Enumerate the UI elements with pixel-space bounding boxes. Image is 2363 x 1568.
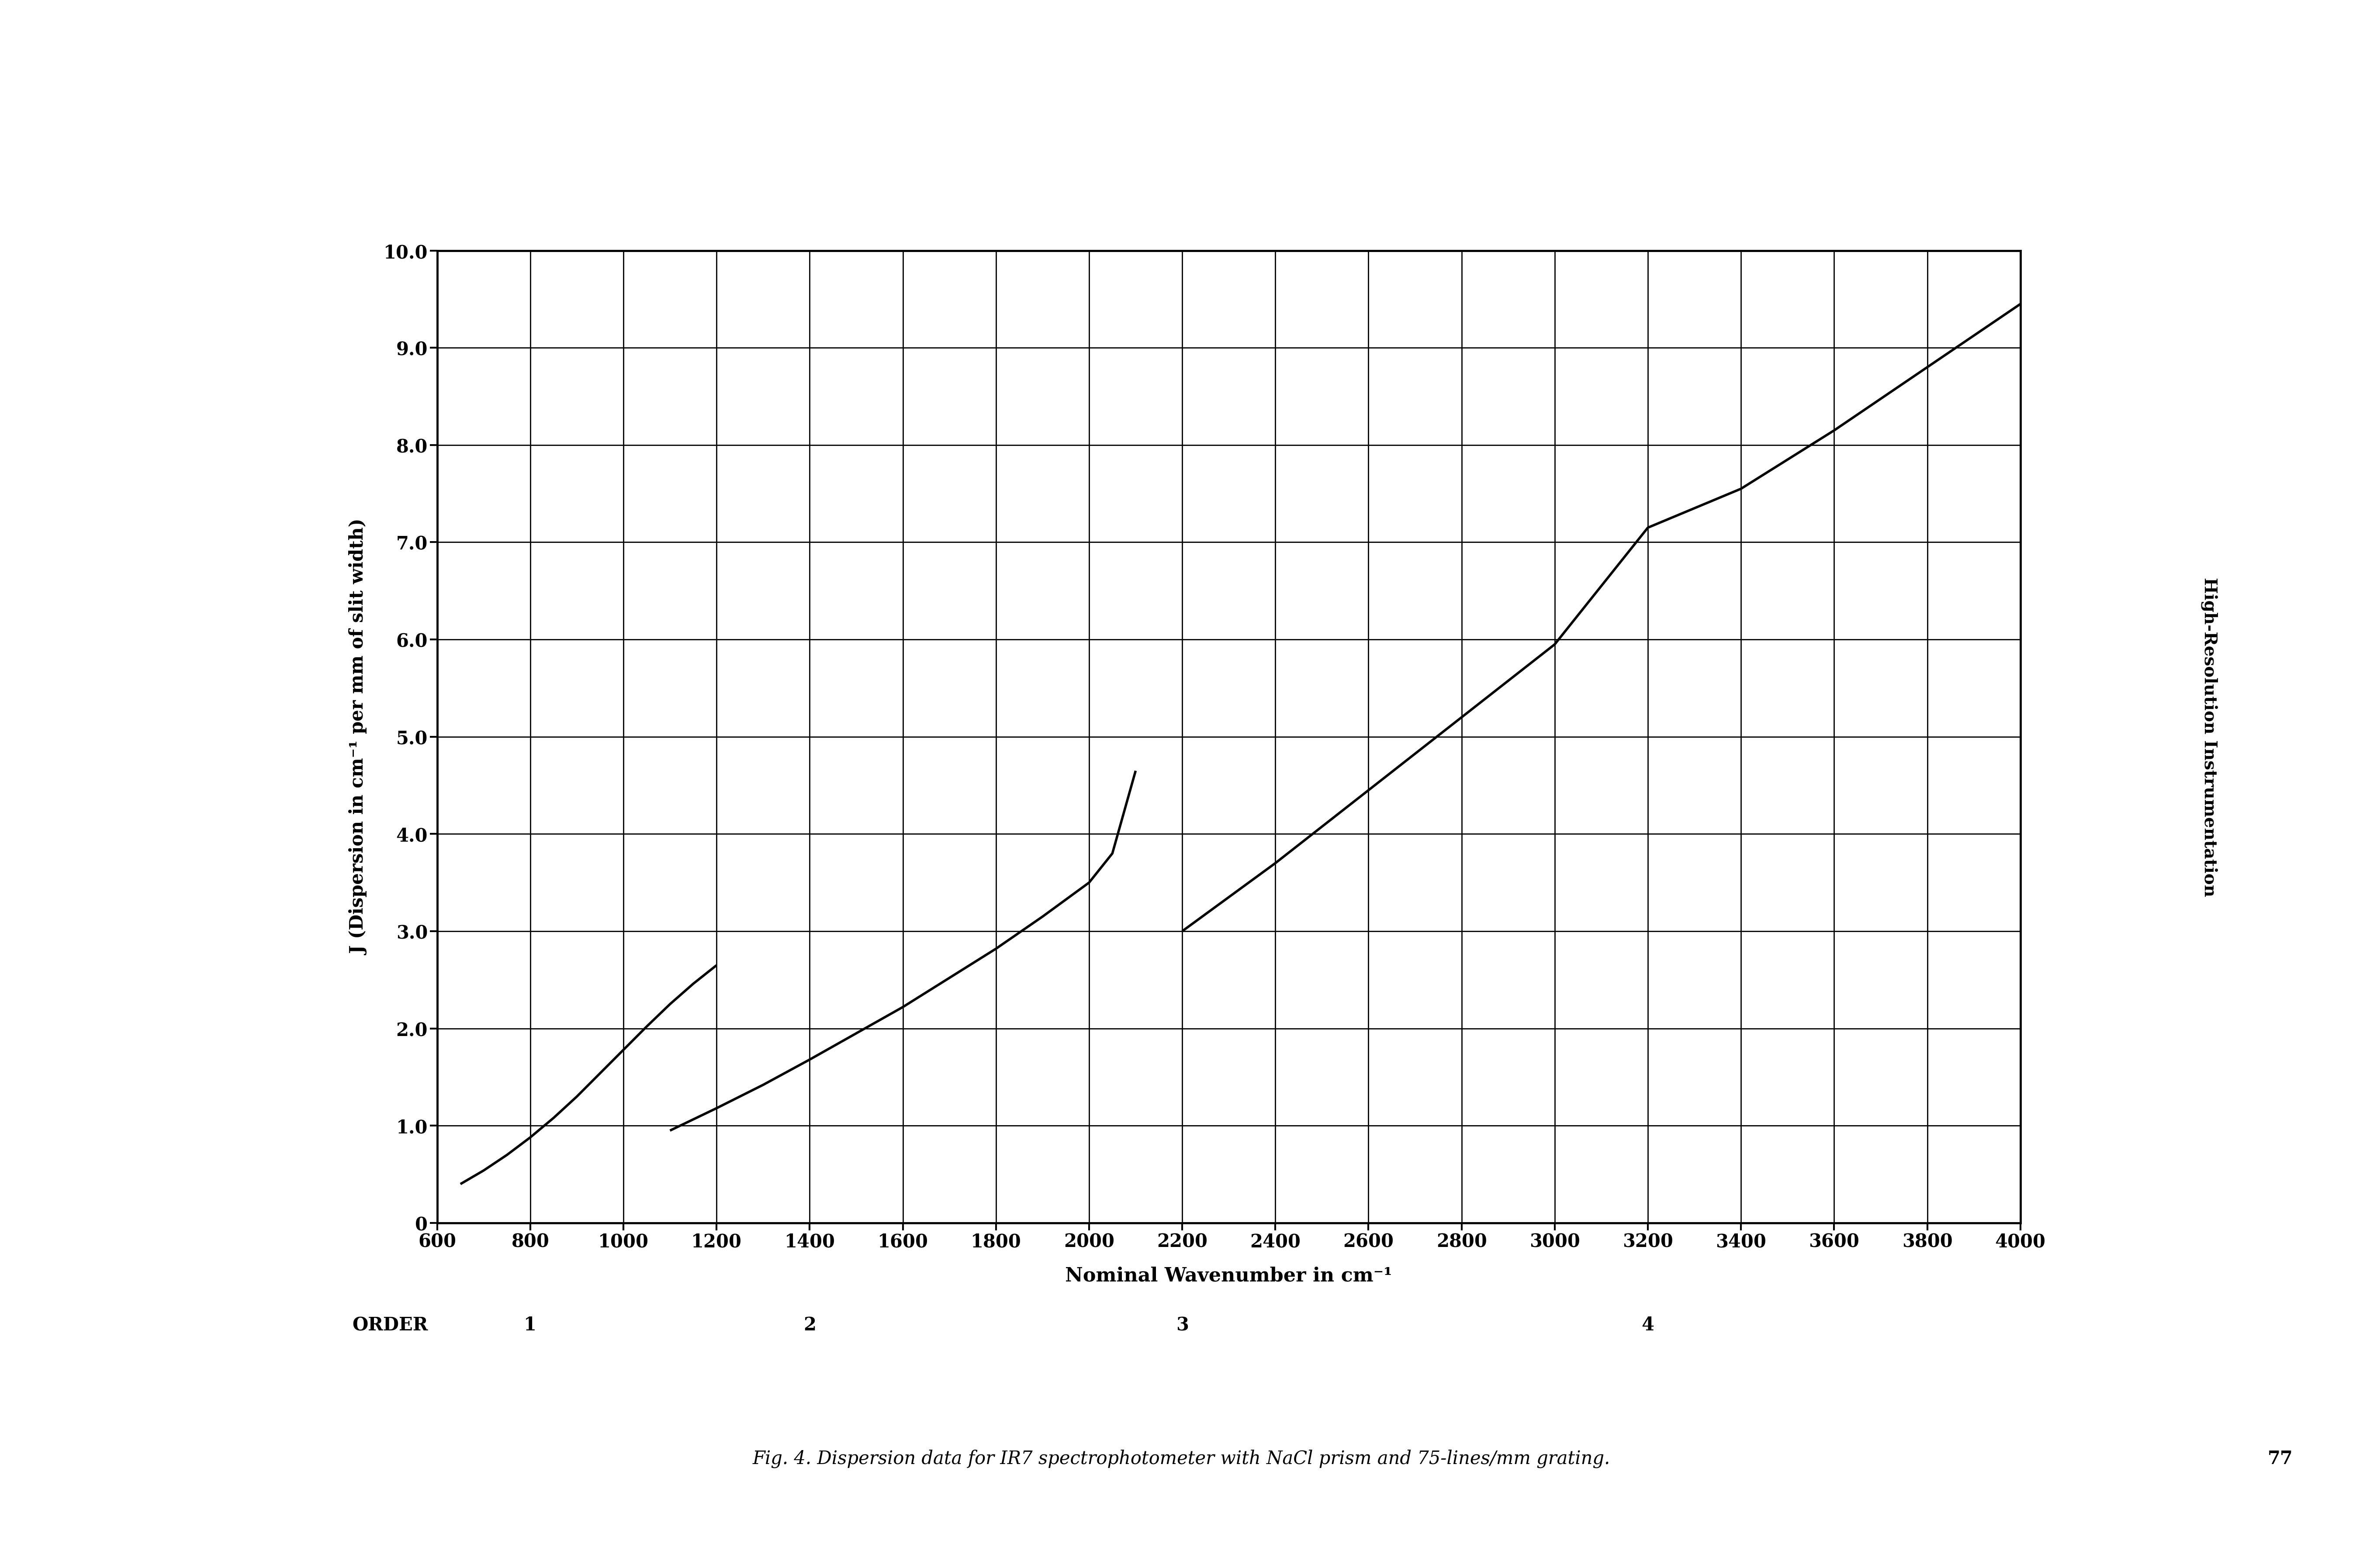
Text: 2: 2	[803, 1316, 815, 1334]
Text: 4: 4	[1642, 1316, 1654, 1334]
Text: 1: 1	[525, 1316, 536, 1334]
Text: 3: 3	[1177, 1316, 1189, 1334]
Y-axis label: J (Dispersion in cm⁻¹ per mm of slit width): J (Dispersion in cm⁻¹ per mm of slit wid…	[350, 519, 369, 955]
X-axis label: Nominal Wavenumber in cm⁻¹: Nominal Wavenumber in cm⁻¹	[1066, 1265, 1392, 1284]
Text: 77: 77	[2268, 1449, 2292, 1468]
Text: Fig. 4. Dispersion data for IR7 spectrophotometer with NaCl prism and 75-lines/m: Fig. 4. Dispersion data for IR7 spectrop…	[754, 1449, 1609, 1468]
Text: High-Resolution Instrumentation: High-Resolution Instrumentation	[2200, 577, 2219, 897]
Text: ORDER: ORDER	[352, 1316, 428, 1334]
